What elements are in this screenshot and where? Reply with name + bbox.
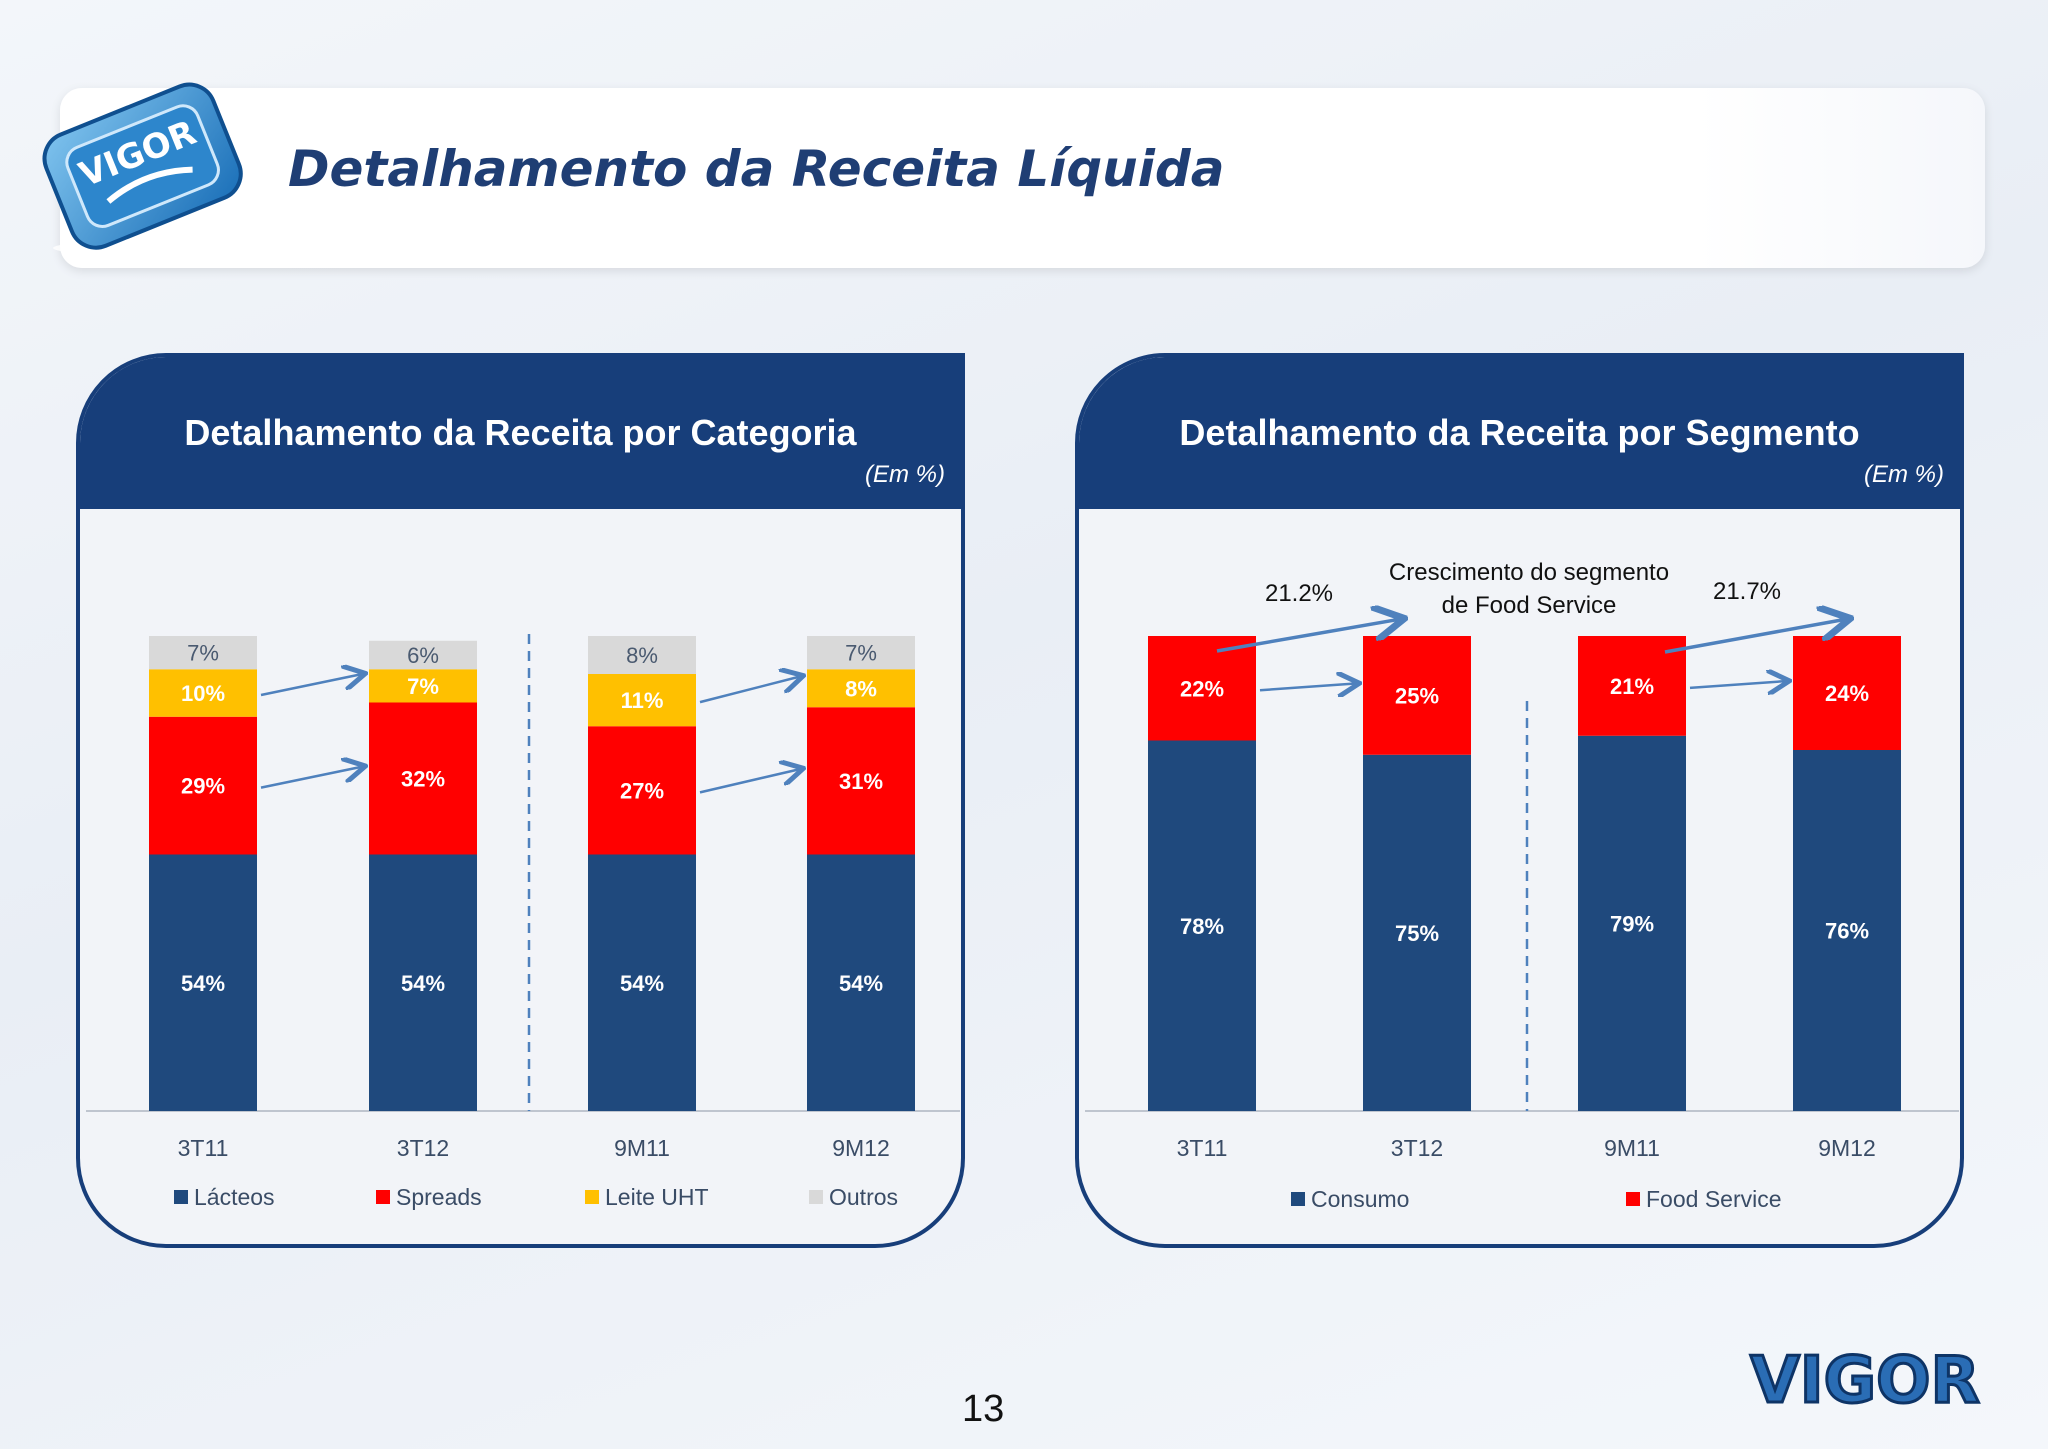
bar-segment (807, 669, 915, 708)
slide-title: Detalhamento da Receita Líquida (288, 140, 1225, 198)
bar-segment (1578, 735, 1686, 1111)
bar-data-label: 54% (401, 971, 445, 996)
bar-segment (369, 640, 477, 670)
bar-data-label: 27% (620, 778, 664, 803)
growth-arrow-nine-months (1664, 619, 1847, 654)
x-tick-label: 3T11 (178, 1135, 229, 1161)
growth-annotation-line2: de Food Service (1442, 592, 1617, 619)
legend-swatch (585, 1190, 599, 1204)
bar-segment (1148, 636, 1256, 741)
legend-swatch (1626, 1192, 1640, 1206)
bar-segment (149, 669, 257, 717)
bar-data-label: 75% (1395, 921, 1439, 946)
segment-chart-unit: (Em %) (1864, 461, 1944, 488)
growth-quarter-label: 21.2% (1265, 580, 1333, 607)
comparison-arrow (699, 769, 801, 794)
bar-segment (588, 726, 696, 855)
bar-segment (807, 707, 915, 855)
bar-data-label: 7% (187, 641, 219, 666)
growth-nine-months-label: 21.7% (1713, 578, 1781, 605)
bar-data-label: 22% (1180, 676, 1224, 701)
bar-segment (588, 674, 696, 727)
x-tick-label: 9M11 (614, 1135, 670, 1161)
bar-data-label: 29% (181, 774, 225, 799)
bar-data-label: 79% (1610, 911, 1654, 936)
bar-data-label: 8% (626, 643, 658, 668)
bar-segment (149, 854, 257, 1111)
bar-data-label: 6% (407, 643, 439, 668)
bar-data-label: 24% (1825, 681, 1869, 706)
growth-arrow-quarter (1216, 619, 1401, 653)
bar-data-label: 78% (1180, 914, 1224, 939)
comparison-arrow (260, 767, 363, 789)
legend-label: Lácteos (194, 1184, 275, 1210)
legend-label: Leite UHT (605, 1184, 709, 1210)
segment-chart-title: Detalhamento da Receita por Segmento (1179, 412, 1860, 453)
bar-segment (1793, 636, 1901, 750)
category-chart-panel: Detalhamento da Receita por Categoria (E… (76, 353, 965, 1248)
bar-segment (149, 636, 257, 670)
legend-label: Food Service (1646, 1186, 1782, 1212)
page-number: 13 (962, 1388, 1005, 1430)
segment-chart: 78% 22% 3T11 75% 25% 3T12 79% 21% 9M11 76% 24% 9M12… (1085, 559, 1959, 1212)
bar-segment (1148, 740, 1256, 1111)
comparison-arrow (1689, 681, 1787, 688)
x-tick-label: 3T12 (1391, 1135, 1443, 1161)
x-tick-label: 9M12 (832, 1135, 890, 1161)
comparison-arrow (260, 674, 363, 697)
bar-segment (1363, 754, 1471, 1111)
growth-annotation-line1: Crescimento do segmento (1389, 559, 1669, 586)
bar-segment (369, 854, 477, 1111)
legend-label: Outros (829, 1184, 898, 1210)
bar-segment (807, 636, 915, 670)
legend-label: Spreads (396, 1184, 482, 1210)
category-chart-title: Detalhamento da Receita por Categoria (184, 412, 857, 453)
bar-data-label: 54% (181, 971, 225, 996)
x-tick-label: 9M12 (1818, 1135, 1876, 1161)
bar-data-label: 7% (407, 674, 439, 699)
x-tick-label: 3T12 (397, 1135, 449, 1161)
category-chart-header (80, 357, 961, 509)
legend-swatch (174, 1190, 188, 1204)
bar-segment (369, 702, 477, 855)
legend-swatch (376, 1190, 390, 1204)
segment-chart-panel: Detalhamento da Receita por Segmento (Em… (1075, 353, 1964, 1248)
bar-data-label: 25% (1395, 683, 1439, 708)
category-chart-unit: (Em %) (865, 461, 945, 488)
comparison-arrow (699, 676, 801, 704)
bar-data-label: 10% (181, 681, 225, 706)
bar-segment (588, 854, 696, 1111)
bar-data-label: 76% (1825, 919, 1869, 944)
product-tub-image: VIGOR (42, 82, 243, 256)
bar-data-label: 32% (401, 767, 445, 792)
bar-data-label: 8% (845, 676, 877, 701)
bar-data-label: 54% (620, 971, 664, 996)
legend-swatch (809, 1190, 823, 1204)
legend-swatch (1291, 1192, 1305, 1206)
bar-data-label: 7% (845, 641, 877, 666)
bar-data-label: 31% (839, 769, 883, 794)
legend-label: Consumo (1311, 1186, 1409, 1212)
x-tick-label: 3T11 (1177, 1135, 1228, 1161)
bar-segment (149, 716, 257, 855)
vigor-logo: VIGOR (1749, 1343, 1982, 1420)
bar-segment (807, 854, 915, 1111)
bar-data-label: 21% (1610, 674, 1654, 699)
x-tick-label: 9M11 (1604, 1135, 1660, 1161)
vigor-logo-text: VIGOR (1750, 1344, 1980, 1418)
bar-data-label: 11% (621, 688, 664, 713)
bar-segment (369, 669, 477, 703)
bar-data-label: 54% (839, 971, 883, 996)
segment-chart-header (1079, 357, 1960, 509)
bar-segment (1793, 750, 1901, 1111)
title-bar (60, 88, 1985, 268)
category-chart: 54% 29% 10% 7% 3T11 54% 32% 7% 6% 3T12 54% 27% 11% 8%… (86, 634, 960, 1210)
comparison-arrow (1259, 683, 1357, 690)
bar-segment (1363, 636, 1471, 755)
bar-segment (588, 636, 696, 674)
